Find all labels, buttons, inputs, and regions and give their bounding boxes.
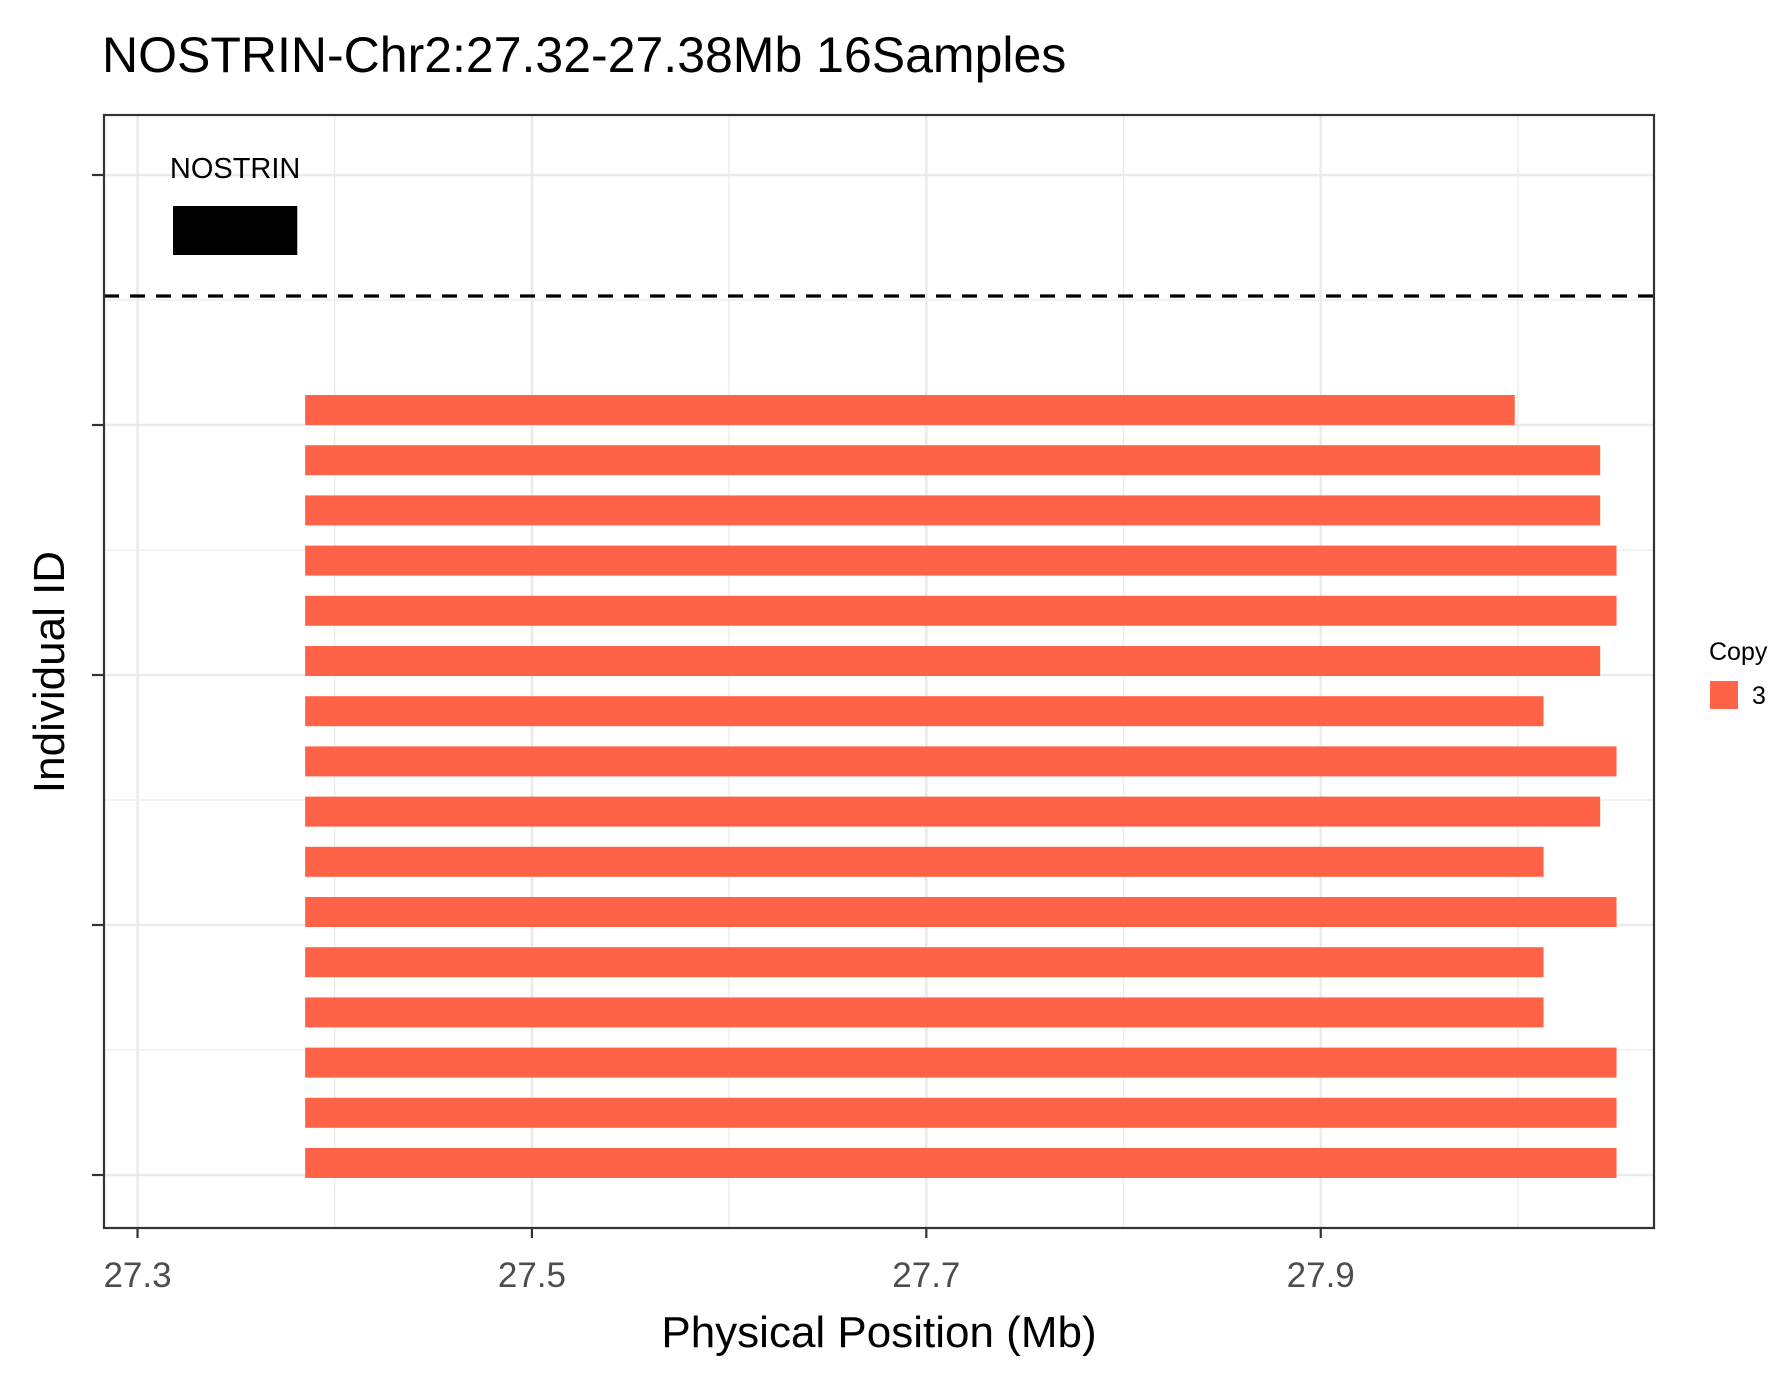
cnv-segment	[305, 595, 1617, 626]
cnv-segment	[305, 545, 1617, 576]
cnv-segment	[305, 746, 1617, 777]
cnv-segment	[305, 947, 1544, 978]
legend-swatch	[1710, 681, 1738, 709]
gene-bar	[173, 206, 298, 255]
gene-label: NOSTRIN	[170, 153, 301, 185]
panel-border	[102, 113, 1656, 1230]
cnv-segment	[305, 445, 1601, 476]
legend-title: Copy	[1709, 638, 1768, 666]
chart-title: NOSTRIN-Chr2:27.32-27.38Mb 16Samples	[102, 27, 1066, 83]
y-axis-title: Individual ID	[25, 551, 74, 793]
x-tick-label: 27.5	[498, 1256, 566, 1295]
cnv-segment	[305, 1097, 1617, 1128]
cnv-segment	[305, 646, 1601, 676]
x-tick-label: 27.9	[1287, 1256, 1355, 1295]
x-axis-title: Physical Position (Mb)	[661, 1308, 1096, 1357]
segments-group	[305, 395, 1617, 1178]
x-tick-label: 27.7	[892, 1256, 960, 1295]
cnv-segment	[305, 897, 1617, 927]
cnv-segment	[305, 1148, 1617, 1178]
cnv-segment	[305, 846, 1544, 877]
cnv-segment	[305, 796, 1601, 827]
cnv-segment	[305, 696, 1544, 727]
cnv-segment	[305, 495, 1601, 526]
cnv-segment	[305, 1047, 1617, 1078]
axes: 27.3 27.5 27.7 27.9	[92, 173, 1355, 1295]
legend: Copy 3	[1709, 638, 1768, 710]
cnv-segment	[305, 997, 1544, 1028]
gene-track: NOSTRIN	[104, 153, 1654, 298]
legend-label: 3	[1752, 682, 1766, 710]
cnv-segment	[305, 395, 1515, 425]
x-tick-label: 27.3	[103, 1256, 171, 1295]
